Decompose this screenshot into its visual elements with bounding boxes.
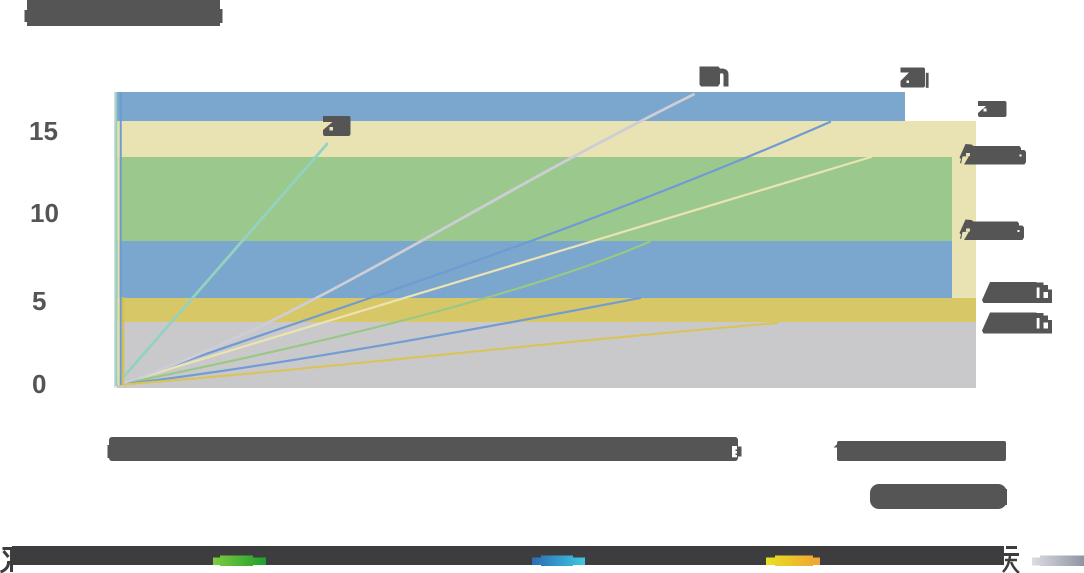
svg-text:10: 10 bbox=[30, 198, 59, 228]
svg-text:15: 15 bbox=[29, 116, 58, 146]
svg-text:0: 0 bbox=[32, 369, 46, 399]
svg-text:5: 5 bbox=[32, 286, 46, 316]
